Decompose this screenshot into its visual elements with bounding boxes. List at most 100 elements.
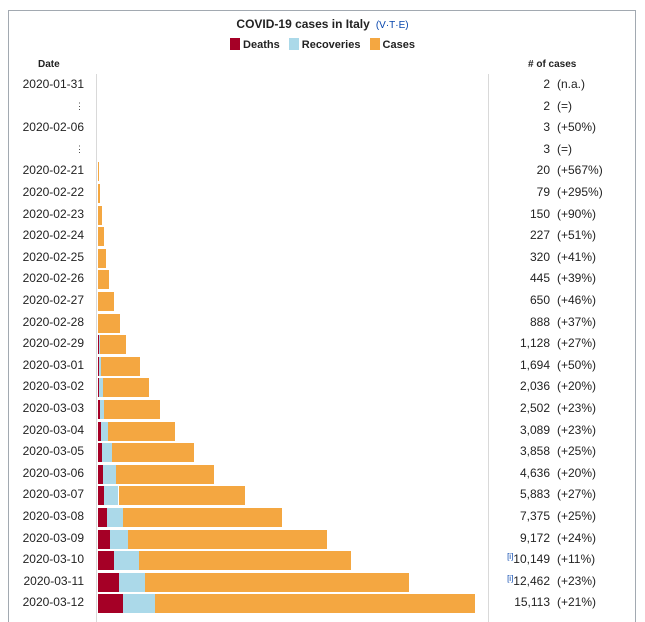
legend-swatch-recoveries [288, 38, 299, 50]
cases-value: 20 [537, 163, 550, 177]
legend-swatch-deaths [230, 38, 241, 50]
cases-value: 4,636 [520, 466, 550, 480]
row-date: 2020-03-05 [22, 444, 84, 459]
cases-value-text: 3 [543, 120, 550, 135]
legend: Deaths Recoveries Cases [0, 38, 645, 51]
chart-row: 2020-02-27 650 (+46%) [0, 290, 645, 311]
bar-recoveries [118, 572, 145, 592]
cases-change: (+50%) [557, 120, 597, 135]
footnote-ref[interactable]: [i] [507, 552, 514, 562]
chart-title-row: COVID-19 cases in Italy (V·T·E) [0, 17, 645, 31]
chart-row: 2020-03-05 3,858 (+25%) [0, 441, 645, 463]
bar-cases [138, 551, 352, 571]
bar-recoveries [99, 400, 104, 419]
cases-change: (+23%) [557, 422, 597, 437]
cases-value: 3,858 [520, 444, 550, 458]
chart-row: 2020-03-10 [i]10,149 (+11%) [0, 549, 645, 571]
bar-cases [98, 313, 121, 333]
chart-row: 2020-02-28 888 (+37%) [0, 312, 645, 333]
bar-cases [98, 227, 104, 247]
date-column-header: Date [38, 59, 60, 70]
chart-row: 2020-02-23 150 (+90%) [0, 204, 645, 225]
chart-row: 2020-02-25 320 (+41%) [0, 247, 645, 268]
row-date: 2020-02-23 [22, 206, 84, 221]
footnote-ref[interactable]: [i] [507, 573, 514, 583]
legend-label-deaths: Deaths [243, 39, 280, 51]
bar-deaths [98, 443, 102, 463]
cases-change: (+50%) [557, 357, 597, 372]
bar-cases [99, 335, 127, 355]
bar-recoveries [113, 551, 139, 571]
cases-value: 445 [530, 271, 550, 285]
chart-row: 2020-02-06 3 (+50%) [0, 117, 645, 139]
cases-value-text: 2,036 [519, 379, 550, 394]
row-date: 2020-02-25 [22, 249, 84, 264]
cases-value: [i]10,149 [507, 552, 550, 566]
row-date: 2020-03-03 [22, 401, 84, 415]
bar-cases [154, 594, 475, 614]
row-date: 2020-03-02 [22, 379, 84, 394]
cases-change: (+25%) [557, 509, 597, 523]
bar-cases [100, 356, 141, 376]
bar-cases [107, 421, 176, 441]
row-date: 2020-03-12 [22, 595, 84, 610]
row-date: 2020-02-26 [22, 271, 84, 286]
cases-value-text: 650 [529, 293, 550, 307]
row-date: 2020-03-08 [22, 509, 84, 523]
legend-deaths: Deaths [230, 38, 280, 51]
row-date: ⋮ [75, 143, 84, 154]
cases-change: (+20%) [557, 465, 597, 480]
bar-area-left-border [96, 74, 97, 622]
row-date: 2020-02-06 [22, 120, 84, 135]
chart-row: 2020-03-08 7,375 (+25%) [0, 506, 645, 527]
chart-row: 2020-02-24 227 (+51%) [0, 225, 645, 247]
cases-value-text: 150 [529, 206, 550, 221]
row-date: 2020-02-28 [22, 314, 84, 329]
cases-change: (+51%) [557, 228, 597, 243]
row-date: ⋮ [75, 100, 84, 111]
cases-value-text: 5,883 [519, 487, 550, 502]
bar-cases [112, 443, 195, 463]
bar-recoveries [107, 508, 123, 527]
cases-value-text: 9,172 [519, 530, 550, 545]
chart-row: 2020-03-12 15,113 (+21%) [0, 592, 645, 614]
bar-cases [98, 184, 100, 203]
cases-value: 227 [530, 228, 550, 242]
legend-label-cases: Cases [382, 39, 415, 51]
cases-change: (+567%) [557, 163, 603, 178]
chart-row: 2020-03-04 3,089 (+23%) [0, 420, 645, 441]
chart-row: 2020-03-07 5,883 (+27%) [0, 484, 645, 506]
legend-swatch-cases [369, 38, 380, 50]
chart-row: 2020-03-01 1,694 (+50%) [0, 355, 645, 376]
bar-deaths [98, 335, 99, 355]
row-date: 2020-02-29 [22, 336, 84, 351]
cases-change: (+25%) [557, 444, 597, 459]
cases-value: 650 [530, 293, 550, 307]
cases-change: (=) [557, 141, 572, 156]
cases-value: 7,375 [520, 509, 550, 523]
cases-value: 2 [543, 77, 550, 91]
bar-cases [98, 292, 115, 311]
chart-row: 2020-02-21 20 (+567%) [0, 160, 645, 182]
bar-recoveries [102, 464, 116, 484]
row-date: 2020-03-01 [22, 357, 84, 372]
bar-cases [118, 486, 245, 506]
bar-recoveries [109, 529, 128, 549]
row-date: 2020-03-09 [22, 530, 84, 545]
cases-value-text: 227 [529, 228, 550, 243]
cases-change: (+41%) [557, 249, 597, 264]
row-date: 2020-03-11 [23, 573, 85, 588]
bar-deaths [98, 378, 100, 398]
cases-value: 3 [543, 142, 550, 156]
vte-links[interactable]: (V·T·E) [375, 20, 409, 31]
cases-value: 79 [537, 185, 550, 199]
bar-recoveries [100, 421, 108, 441]
chart-row: ⋮ 3 (=) [0, 139, 645, 160]
cases-change: (+46%) [557, 293, 597, 307]
bar-deaths [98, 400, 100, 419]
bar-recoveries [101, 443, 112, 463]
cases-change: (+23%) [557, 573, 597, 588]
row-date: 2020-02-27 [22, 293, 84, 307]
bar-recoveries [99, 378, 104, 398]
bar-cases [103, 400, 161, 419]
